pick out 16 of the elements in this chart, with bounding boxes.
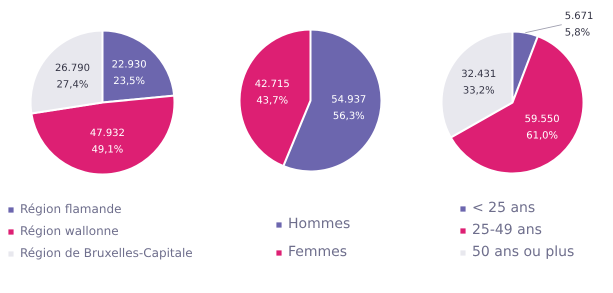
data-label: 5.671 5,8% bbox=[564, 10, 594, 38]
data-label: 47.932 49,1% bbox=[90, 128, 125, 156]
data-label: 26.790 27,4% bbox=[54, 62, 90, 90]
legend-label: Hommes bbox=[288, 216, 350, 232]
legend-label: Région flamande bbox=[20, 202, 122, 216]
legend-label: 50 ans ou plus bbox=[472, 244, 574, 260]
legend-label: 25-49 ans bbox=[472, 222, 542, 238]
legend-label: Région wallonne bbox=[20, 224, 119, 238]
data-label: 32.431 33,2% bbox=[461, 69, 496, 97]
data-label: 42.715 43,7% bbox=[254, 79, 290, 107]
legend-label: < 25 ans bbox=[472, 200, 536, 216]
data-label: 59.550 61,0% bbox=[524, 114, 560, 142]
data-label: 54.937 56,3% bbox=[331, 94, 366, 122]
data-label: 22.930 23,5% bbox=[112, 59, 147, 87]
legend-label: Région de Bruxelles-Capitale bbox=[20, 246, 193, 260]
legend-label: Femmes bbox=[288, 244, 348, 260]
